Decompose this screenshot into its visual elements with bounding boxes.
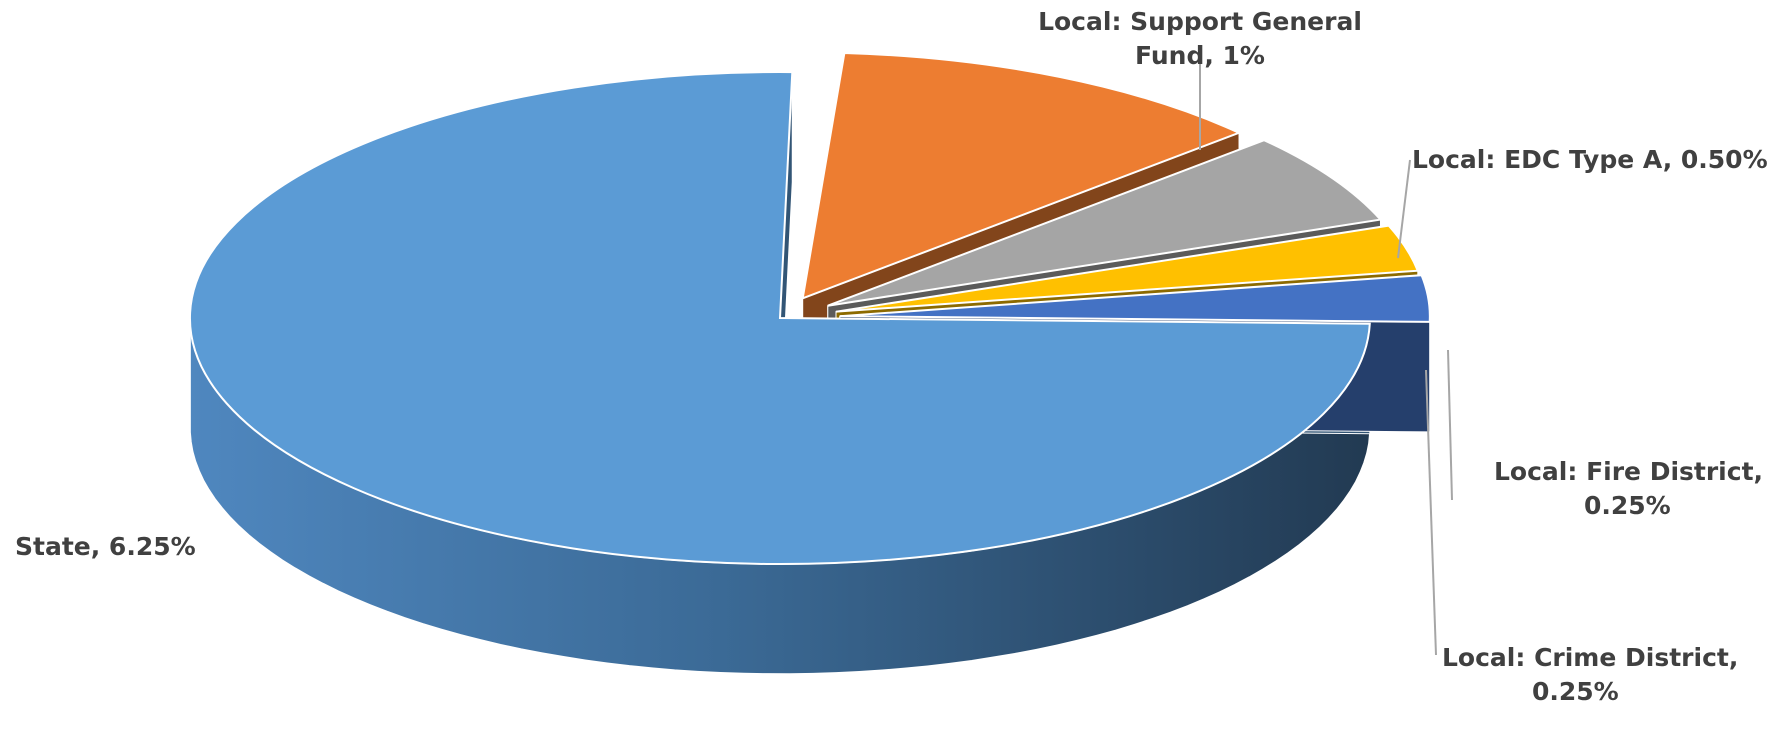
leader-line-2 — [1397, 159, 1411, 259]
slice-label-4: Local: Crime District, 0.25% — [1442, 643, 1738, 706]
slice-label-1: Local: Support General Fund, 1% — [1038, 7, 1362, 70]
slice-label-3: Local: Fire District, 0.25% — [1494, 457, 1763, 520]
slice-label-2: Local: EDC Type A, 0.50% — [1412, 145, 1768, 174]
slice-label-line: Fund, 1% — [1135, 41, 1265, 70]
leader-line-4 — [1425, 369, 1437, 656]
pie-tops — [189, 51, 1431, 566]
slice-label-line: Local: EDC Type A, 0.50% — [1412, 145, 1768, 174]
leader-lines — [1199, 60, 1453, 656]
slice-label-line: 0.25% — [1584, 491, 1671, 520]
pie-slice-2 — [827, 139, 1383, 307]
slice-label-line: 0.25% — [1532, 677, 1619, 706]
leader-line-3 — [1447, 349, 1453, 501]
slice-label-line: Local: Crime District, — [1442, 643, 1738, 672]
pie-slice-3 — [835, 224, 1420, 313]
slice-label-line: Local: Support General — [1038, 7, 1362, 36]
pie-slice-4 — [839, 274, 1431, 323]
slice-label-0: State, 6.25% — [15, 532, 196, 561]
slice-label-line: State, 6.25% — [15, 532, 196, 561]
pie-slice-1 — [801, 51, 1242, 300]
slice-label-line: Local: Fire District, — [1494, 457, 1763, 486]
pie-slice-0 — [189, 71, 1371, 566]
slice-labels: State, 6.25% Local: Support General Fund, … — [15, 7, 1768, 706]
